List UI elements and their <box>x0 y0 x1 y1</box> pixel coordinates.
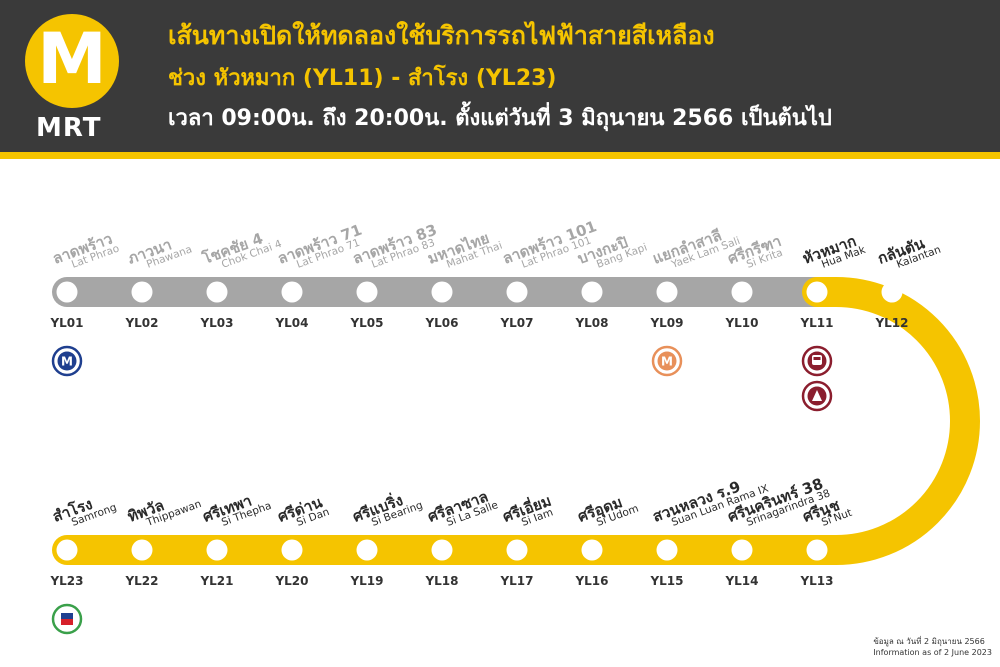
station-code: YL23 <box>49 574 83 588</box>
station-code: YL15 <box>649 574 683 588</box>
footnote-en: Information as of 2 June 2023 <box>873 648 992 657</box>
title-line-1: เส้นทางเปิดให้ทดลองใช้บริการรถไฟฟ้าสายสี… <box>168 21 715 50</box>
station-dot <box>731 281 753 303</box>
station-code: YL10 <box>724 316 758 330</box>
footnote: ข้อมูล ณ วันที่ 2 มิถุนายน 2566 Informat… <box>873 636 992 658</box>
bts-green-interchange-icon <box>51 603 83 635</box>
station-dot <box>356 281 378 303</box>
station-dot <box>506 539 528 561</box>
station-code: YL21 <box>199 574 233 588</box>
station-dot <box>131 539 153 561</box>
station-dot <box>131 281 153 303</box>
station-code: YL11 <box>799 316 833 330</box>
station-code: YL05 <box>349 316 383 330</box>
mrt-blue-interchange-icon: M <box>51 345 83 377</box>
station-dot <box>731 539 753 561</box>
station-dot <box>56 539 78 561</box>
station-dot <box>281 281 303 303</box>
svg-text:M: M <box>61 355 73 369</box>
station-dot <box>206 539 228 561</box>
station-code: YL16 <box>574 574 608 588</box>
station-dot <box>431 539 453 561</box>
station-dot <box>581 281 603 303</box>
station-code: YL09 <box>649 316 683 330</box>
station-dot <box>56 281 78 303</box>
station-code: YL12 <box>874 316 908 330</box>
station-dot <box>506 281 528 303</box>
logo-text: MRT <box>36 113 102 143</box>
station-dot <box>356 539 378 561</box>
station-code: YL04 <box>274 316 308 330</box>
arl-train-interchange-icon <box>801 345 833 377</box>
header-banner: M MRT เส้นทางเปิดให้ทดลองใช้บริการรถไฟฟ้… <box>0 0 1000 152</box>
station-dot <box>431 281 453 303</box>
station-code: YL20 <box>274 574 308 588</box>
station-code: YL19 <box>349 574 383 588</box>
station-dot <box>581 539 603 561</box>
station-code: YL08 <box>574 316 608 330</box>
station-code: YL14 <box>724 574 758 588</box>
mrt-logo: M <box>25 14 119 108</box>
station-code: YL02 <box>124 316 158 330</box>
srt-red-interchange-icon <box>801 380 833 412</box>
station-dot <box>281 539 303 561</box>
title-line-2: ช่วง หัวหมาก (YL11) - สำโรง (YL23) <box>168 66 557 91</box>
station-code: YL01 <box>49 316 83 330</box>
logo-letter: M <box>37 18 107 100</box>
station-code: YL07 <box>499 316 533 330</box>
station-dot <box>806 539 828 561</box>
station-code: YL03 <box>199 316 233 330</box>
station-dot <box>656 539 678 561</box>
title-line-3: เวลา 09:00น. ถึง 20:00น. ตั้งแต่วันที่ 3… <box>168 106 832 131</box>
footnote-th: ข้อมูล ณ วันที่ 2 มิถุนายน 2566 <box>873 637 985 646</box>
station-code: YL17 <box>499 574 533 588</box>
station-dot <box>206 281 228 303</box>
header-stripe <box>0 152 1000 159</box>
track-open <box>52 277 980 565</box>
station-code: YL22 <box>124 574 158 588</box>
station-code: YL06 <box>424 316 458 330</box>
svg-text:M: M <box>661 355 673 369</box>
station-code: YL18 <box>424 574 458 588</box>
mrt-orange-interchange-icon: M <box>651 345 683 377</box>
station-dot <box>806 281 828 303</box>
station-dot <box>881 281 903 303</box>
station-code: YL13 <box>799 574 833 588</box>
station-dot <box>656 281 678 303</box>
